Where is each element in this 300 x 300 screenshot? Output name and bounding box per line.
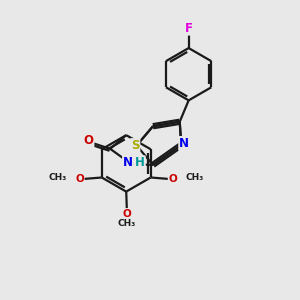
Text: CH₃: CH₃ bbox=[49, 173, 67, 182]
Text: O: O bbox=[83, 134, 94, 147]
Text: N: N bbox=[179, 137, 189, 150]
Text: N: N bbox=[123, 156, 133, 169]
Text: S: S bbox=[131, 139, 140, 152]
Text: F: F bbox=[184, 22, 193, 34]
Text: O: O bbox=[169, 174, 177, 184]
Text: O: O bbox=[122, 209, 131, 219]
Text: H: H bbox=[135, 156, 145, 169]
Text: O: O bbox=[75, 174, 84, 184]
Text: CH₃: CH₃ bbox=[185, 173, 204, 182]
Text: CH₃: CH₃ bbox=[118, 219, 136, 228]
